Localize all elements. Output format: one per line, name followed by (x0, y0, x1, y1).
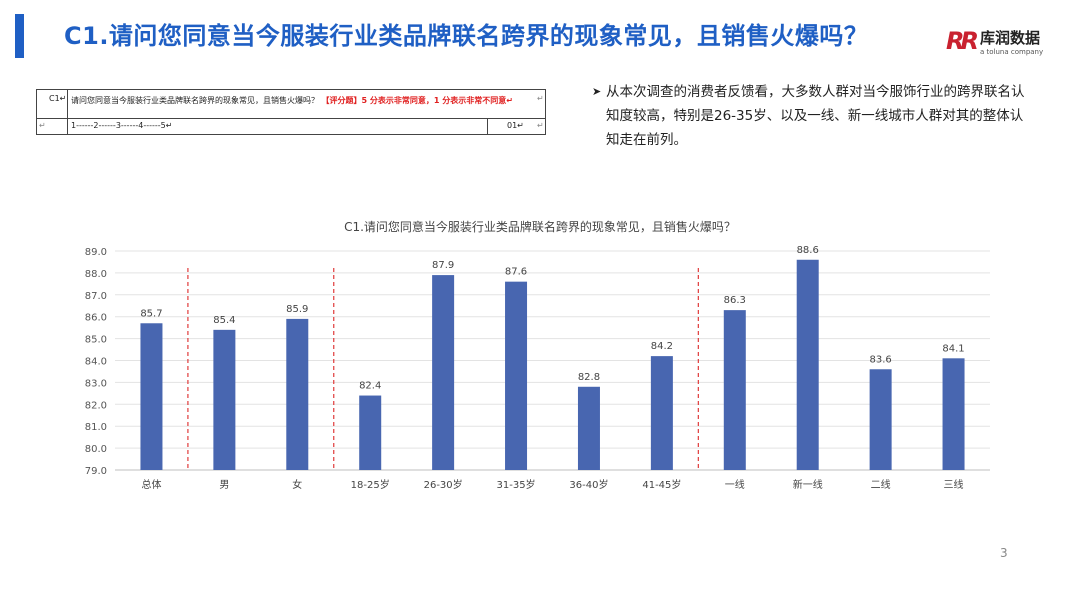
y-tick-label: 89.0 (85, 247, 107, 258)
logo-subtitle: a toluna company (980, 48, 1044, 56)
title-accent-bar (15, 14, 24, 58)
x-tick-label: 一线 (725, 478, 745, 491)
bullet-arrow-icon: ➤ (592, 85, 602, 98)
y-tick-label: 82.0 (85, 400, 107, 411)
y-tick-label: 84.0 (85, 357, 107, 368)
bar (505, 281, 528, 470)
question-body: 请问您同意当今服装行业类品牌联名跨界的现象常见，且销售火爆吗？ (71, 96, 319, 105)
y-tick-label: 81.0 (85, 422, 107, 433)
data-label: 83.6 (869, 354, 891, 365)
data-label: 87.9 (432, 260, 454, 271)
table-divider (67, 90, 68, 118)
data-label: 82.8 (578, 372, 600, 383)
answer-code: 01↵ (507, 121, 524, 130)
bar (359, 395, 382, 470)
row-start-mark: ↵ (39, 121, 46, 130)
data-label: 85.9 (286, 304, 308, 315)
question-row: C1↵ 请问您同意当今服装行业类品牌联名跨界的现象常见，且销售火爆吗？ 【评分题… (37, 90, 545, 119)
bar (796, 259, 819, 470)
y-tick-label: 80.0 (85, 444, 107, 455)
question-table: C1↵ 请问您同意当今服装行业类品牌联名跨界的现象常见，且销售火爆吗？ 【评分题… (36, 89, 546, 135)
logo-name: 库润数据 (980, 29, 1041, 47)
y-tick-label: 86.0 (85, 313, 107, 324)
bar (577, 386, 600, 470)
data-label: 82.4 (359, 381, 381, 392)
brand-logo: RR 库润数据 a toluna company (946, 25, 1056, 65)
question-text: 请问您同意当今服装行业类品牌联名跨界的现象常见，且销售火爆吗？ 【评分题】5 分… (71, 94, 531, 107)
x-tick-label: 新一线 (793, 478, 823, 491)
page-title: C1.请问您同意当今服装行业类品牌联名跨界的现象常见，且销售火爆吗？ (64, 22, 869, 50)
x-tick-label: 41-45岁 (642, 478, 681, 491)
x-tick-label: 31-35岁 (497, 478, 536, 491)
data-label: 85.7 (140, 308, 162, 319)
bar (650, 356, 673, 470)
insight-text: 从本次调查的消费者反馈看，大多数人群对当今服饰行业的跨界联名认知度较高，特别是2… (606, 84, 1025, 148)
rating-note: 【评分题】5 分表示非常同意，1 分表示非常不同意↵ (321, 96, 513, 105)
row-end-mark: ↵ (537, 121, 544, 130)
bar (723, 310, 746, 470)
insight-text-block: ➤ 从本次调查的消费者反馈看，大多数人群对当今服饰行业的跨界联名认知度较高，特别… (592, 80, 1032, 152)
data-label: 88.6 (797, 245, 819, 256)
chart-title: C1.请问您同意当今服装行业类品牌联名跨界的现象常见，且销售火爆吗？ (344, 220, 736, 234)
bar (942, 358, 965, 470)
bar (869, 369, 892, 470)
x-tick-label: 男 (219, 479, 229, 491)
x-tick-label: 18-25岁 (351, 478, 390, 491)
data-label: 84.1 (942, 343, 964, 354)
data-label: 85.4 (213, 315, 235, 326)
scale-row: ↵ 1------2------3------4------5↵ 01↵ ↵ (37, 119, 545, 134)
table-divider (487, 119, 488, 134)
rating-scale: 1------2------3------4------5↵ (71, 121, 173, 130)
bar (432, 275, 455, 470)
x-tick-label: 三线 (944, 478, 964, 491)
bar (213, 329, 236, 470)
x-tick-label: 二线 (871, 478, 891, 491)
y-tick-label: 88.0 (85, 269, 107, 280)
data-label: 86.3 (724, 295, 746, 306)
x-tick-label: 女 (292, 478, 302, 491)
bar (140, 323, 163, 470)
x-tick-label: 总体 (141, 478, 161, 491)
y-tick-label: 83.0 (85, 378, 107, 389)
y-tick-label: 87.0 (85, 291, 107, 302)
x-tick-label: 26-30岁 (424, 478, 463, 491)
data-label: 87.6 (505, 267, 527, 278)
question-id: C1↵ (49, 94, 67, 103)
row-end-mark: ↵ (537, 94, 544, 103)
y-tick-label: 85.0 (85, 335, 107, 346)
logo-mark: RR (946, 27, 979, 55)
bar (286, 318, 309, 470)
table-divider (67, 119, 68, 134)
page-number: 3 (1000, 546, 1008, 560)
y-tick-label: 79.0 (85, 466, 107, 477)
x-tick-label: 36-40岁 (569, 478, 608, 491)
data-label: 84.2 (651, 341, 673, 352)
